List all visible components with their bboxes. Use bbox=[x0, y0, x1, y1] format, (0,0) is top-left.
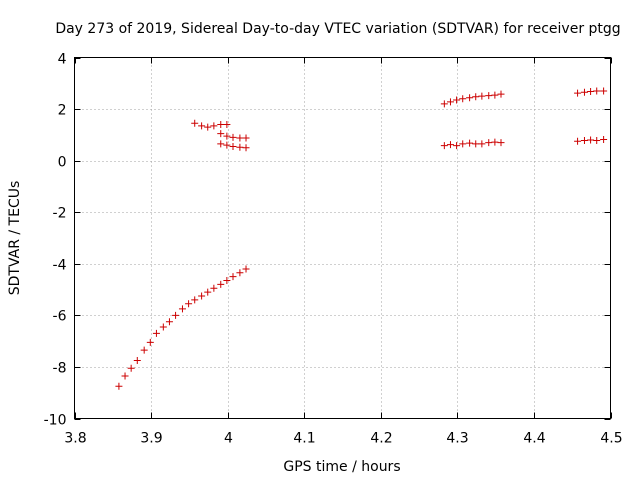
data-point bbox=[472, 140, 480, 148]
x-tick-label: 4.3 bbox=[446, 431, 468, 447]
data-point bbox=[580, 137, 588, 145]
y-tick-label: -4 bbox=[53, 258, 67, 274]
x-tick-label: 4.2 bbox=[370, 431, 392, 447]
data-point bbox=[210, 122, 218, 130]
series-sat-f bbox=[440, 138, 505, 150]
data-point bbox=[217, 121, 225, 129]
data-point bbox=[472, 93, 480, 101]
data-point bbox=[210, 284, 218, 292]
series-sat-g bbox=[574, 87, 608, 97]
data-point bbox=[178, 305, 186, 313]
data-point bbox=[453, 142, 461, 150]
data-point bbox=[497, 139, 505, 147]
data-point bbox=[242, 265, 250, 273]
grid-lines bbox=[74, 57, 611, 419]
data-point bbox=[146, 338, 154, 346]
data-point bbox=[587, 88, 595, 96]
data-point bbox=[485, 139, 493, 147]
data-point bbox=[466, 139, 474, 147]
data-point bbox=[191, 119, 199, 127]
data-point bbox=[152, 329, 160, 337]
y-tick-label: -2 bbox=[53, 206, 67, 222]
data-point bbox=[574, 137, 582, 145]
y-axis-label: SDTVAR / TECUs bbox=[7, 181, 23, 296]
data-point bbox=[229, 133, 237, 141]
x-tick-label: 3.9 bbox=[140, 431, 162, 447]
data-point bbox=[229, 142, 237, 150]
data-point bbox=[127, 364, 135, 372]
data-point bbox=[223, 132, 231, 140]
data-point bbox=[466, 94, 474, 102]
data-point bbox=[580, 88, 588, 96]
data-point bbox=[236, 143, 244, 151]
y-tick-label: 4 bbox=[58, 52, 67, 68]
data-point bbox=[165, 318, 173, 326]
chart-title: Day 273 of 2019, Sidereal Day-to-day VTE… bbox=[55, 21, 620, 37]
data-point bbox=[223, 277, 231, 285]
data-point bbox=[198, 122, 206, 130]
data-point bbox=[198, 292, 206, 300]
series-sat-a bbox=[115, 265, 250, 390]
data-point bbox=[133, 356, 141, 364]
data-point bbox=[446, 98, 454, 106]
data-point bbox=[191, 296, 199, 304]
data-point bbox=[440, 142, 448, 150]
x-tick-label: 3.8 bbox=[64, 431, 86, 447]
data-point bbox=[600, 87, 608, 95]
y-tick-label: 2 bbox=[58, 103, 67, 119]
series-sat-d bbox=[217, 140, 250, 152]
plot-frame bbox=[74, 57, 611, 419]
y-tick-label: 0 bbox=[58, 155, 67, 171]
y-tick-label: -10 bbox=[44, 413, 67, 429]
data-point bbox=[115, 382, 123, 390]
data-point bbox=[574, 89, 582, 97]
data-point bbox=[223, 141, 231, 149]
data-point bbox=[446, 141, 454, 149]
series-sat-e bbox=[440, 90, 505, 108]
data-point bbox=[587, 136, 595, 144]
axis-ticks: 3.8 3.9 4 4.1 4.2 4.3 4.4 4.5 -10 -8 -6 -4 -2 0 2 4 bbox=[44, 52, 623, 447]
data-point bbox=[185, 300, 193, 308]
data-point bbox=[478, 140, 486, 148]
y-tick-label: -6 bbox=[53, 309, 67, 325]
data-point bbox=[459, 140, 467, 148]
x-tick-label: 4.1 bbox=[293, 431, 315, 447]
data-point bbox=[600, 135, 608, 143]
data-point bbox=[491, 138, 499, 146]
series-sat-c bbox=[217, 130, 250, 142]
data-point bbox=[593, 87, 601, 95]
series-sat-b bbox=[191, 119, 231, 131]
series-sat-h bbox=[574, 135, 608, 145]
data-point bbox=[204, 123, 212, 131]
data-point bbox=[229, 273, 237, 281]
data-point bbox=[217, 280, 225, 288]
data-point bbox=[236, 269, 244, 277]
data-point bbox=[242, 134, 250, 142]
data-point bbox=[593, 137, 601, 145]
data-point bbox=[159, 323, 167, 331]
data-point bbox=[223, 121, 231, 129]
x-tick-label: 4.4 bbox=[523, 431, 545, 447]
x-tick-label: 4 bbox=[224, 431, 233, 447]
data-point bbox=[440, 100, 448, 108]
data-point bbox=[459, 95, 467, 103]
data-point bbox=[485, 92, 493, 100]
data-point bbox=[172, 311, 180, 319]
data-point bbox=[236, 134, 244, 142]
data-point bbox=[478, 92, 486, 100]
data-point bbox=[121, 372, 129, 380]
x-axis-label: GPS time / hours bbox=[283, 459, 400, 475]
data-point bbox=[497, 90, 505, 98]
data-point bbox=[453, 96, 461, 104]
data-point bbox=[217, 130, 225, 138]
data-points bbox=[115, 87, 608, 390]
data-point bbox=[242, 144, 250, 152]
y-tick-label: -8 bbox=[53, 361, 67, 377]
data-point bbox=[491, 91, 499, 99]
x-tick-label: 4.5 bbox=[600, 431, 622, 447]
data-point bbox=[204, 288, 212, 296]
data-point bbox=[140, 346, 148, 354]
data-point bbox=[217, 140, 225, 148]
